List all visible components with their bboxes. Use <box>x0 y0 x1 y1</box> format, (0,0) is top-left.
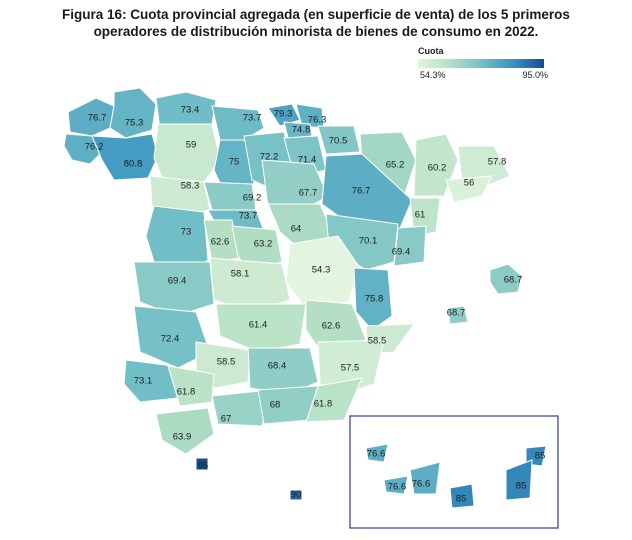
province-region <box>91 133 159 181</box>
province-value-label: 71.4 <box>298 155 317 166</box>
province-value-label: 65.2 <box>386 160 405 171</box>
province-value-label: 80.8 <box>124 159 143 170</box>
canary-islands-inset-frame <box>349 415 559 529</box>
province-value-label: 72.4 <box>161 334 180 345</box>
province-value-label: 76.6 <box>367 449 386 460</box>
map-title: Figura 16: Cuota provincial agregada (en… <box>0 6 632 40</box>
province-value-label: 69.2 <box>243 193 262 204</box>
province-region <box>505 459 533 501</box>
province-value-label: 76.3 <box>308 115 327 126</box>
province-region <box>449 483 475 509</box>
province-region <box>123 359 179 403</box>
province-region <box>195 457 209 471</box>
province-region <box>305 377 363 423</box>
province-region <box>447 305 469 325</box>
title-line-1: Figura 16: Cuota provincial agregada (en… <box>62 7 570 22</box>
province-value-label: 69.4 <box>392 247 411 258</box>
province-value-label: 61.8 <box>314 399 333 410</box>
province-value-label: 68.4 <box>268 361 287 372</box>
province-value-label: 74.8 <box>292 125 311 136</box>
province-value-label: 68 <box>270 400 281 411</box>
province-value-label: 68.7 <box>504 275 523 286</box>
province-value-label: 61 <box>415 210 426 221</box>
province-value-label: 69.4 <box>168 276 187 287</box>
province-region <box>409 461 441 495</box>
province-region <box>445 175 493 203</box>
province-value-label: 67.7 <box>299 188 318 199</box>
province-value-label: 57.8 <box>488 157 507 168</box>
province-value-label: 62.6 <box>322 321 341 332</box>
province-region <box>383 475 409 495</box>
province-value-label: 68.7 <box>447 308 466 319</box>
province-value-label: 73 <box>181 227 192 238</box>
province-value-label: 73.1 <box>134 376 153 387</box>
province-region <box>457 145 511 187</box>
province-value-label: 90 <box>291 490 302 501</box>
province-value-label: 57.5 <box>341 363 360 374</box>
province-value-label: 75.8 <box>365 294 384 305</box>
province-value-label: 58.5 <box>217 357 236 368</box>
legend-max-label: 95.0% <box>522 70 548 80</box>
province-region <box>133 261 215 317</box>
province-region <box>393 225 427 267</box>
province-region <box>211 105 265 141</box>
province-region <box>365 443 389 463</box>
province-region <box>289 489 303 501</box>
province-region <box>489 263 523 295</box>
province-region <box>167 365 215 407</box>
province-value-label: 62.6 <box>211 237 230 248</box>
province-value-label: 64 <box>291 224 302 235</box>
province-region <box>317 125 361 155</box>
province-value-label: 56 <box>464 178 475 189</box>
province-value-label: 75 <box>229 157 240 168</box>
province-value-label: 59 <box>186 140 197 151</box>
legend-gradient-bar <box>418 59 544 68</box>
province-value-label: 70.5 <box>329 136 348 147</box>
province-value-label: 67 <box>221 414 232 425</box>
legend-title: Cuota <box>418 46 444 56</box>
province-value-label: 60.2 <box>428 163 447 174</box>
province-regions <box>63 87 547 509</box>
province-value-label: 76.6 <box>388 482 407 493</box>
province-region <box>211 389 271 427</box>
title-line-2: operadores de distribución minorista de … <box>93 24 539 39</box>
province-value-label: 73.7 <box>243 113 262 124</box>
legend-labels: 54.3% 95.0% <box>418 68 548 80</box>
province-value-label: 63.9 <box>173 432 192 443</box>
province-value-label: 73.7 <box>239 211 258 222</box>
legend-min-label: 54.3% <box>420 70 446 80</box>
province-value-label: 58.1 <box>231 269 250 280</box>
province-value-label: 63.2 <box>254 239 273 250</box>
province-region <box>155 407 215 455</box>
province-value-label: 73.4 <box>181 105 200 116</box>
province-value-label: 76.7 <box>352 186 371 197</box>
province-value-label: 75.3 <box>125 118 144 129</box>
color-legend: Cuota 54.3% 95.0% <box>418 46 548 80</box>
province-value-label: 76.6 <box>412 479 431 490</box>
province-value-label: 54.3 <box>312 265 331 276</box>
province-labels: 76.7 75.3 73.4 76.2 80.8 59 73.7 79.3 76.374.8 70… <box>85 105 546 505</box>
province-value-label: 85 <box>516 481 527 492</box>
province-region <box>133 305 211 369</box>
province-region <box>109 87 157 139</box>
province-value-label: 61.8 <box>177 387 196 398</box>
province-value-label: 76.2 <box>85 142 104 153</box>
province-region <box>317 339 385 395</box>
province-value-label: 70.1 <box>359 236 378 247</box>
province-region <box>353 267 393 331</box>
province-value-label: 85 <box>535 451 546 462</box>
province-value-label: 61.4 <box>249 320 268 331</box>
province-value-label: 58.5 <box>368 336 387 347</box>
province-value-label: 76.7 <box>88 113 107 124</box>
province-value-label: 85 <box>456 494 467 505</box>
province-value-label: 72.2 <box>260 152 279 163</box>
province-region <box>285 235 361 307</box>
province-value-label: 95 <box>198 461 209 472</box>
province-value-label: 79.3 <box>274 109 293 120</box>
province-region <box>153 123 221 183</box>
province-value-label: 58.3 <box>181 181 200 192</box>
